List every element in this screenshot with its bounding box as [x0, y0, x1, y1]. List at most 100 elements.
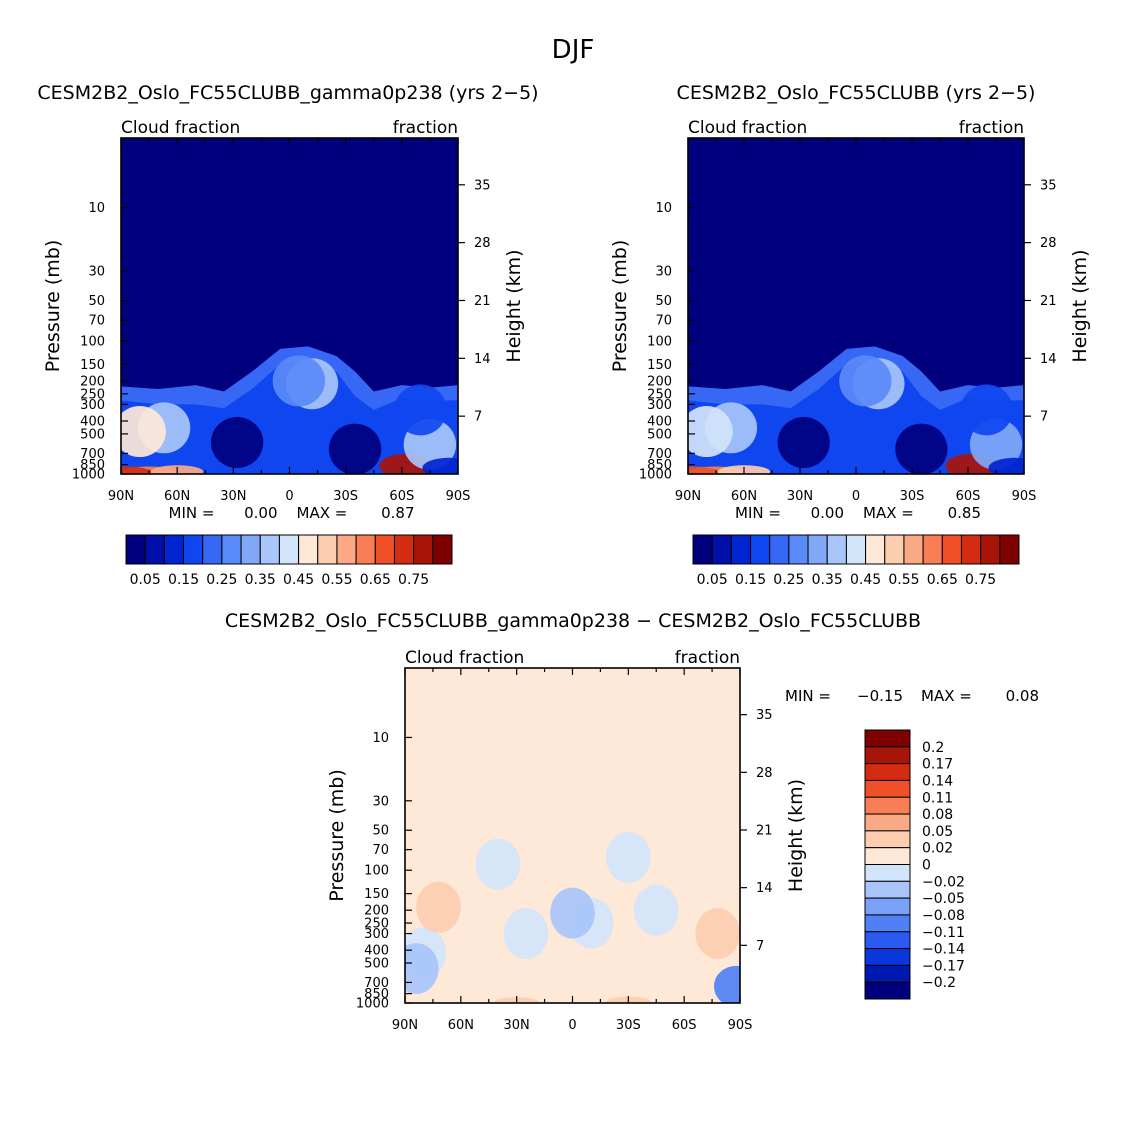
height-tick-label: 35 [474, 178, 491, 193]
y-tick-label: 30 [655, 265, 672, 280]
y-tick-label: 300 [647, 398, 672, 413]
panels-group: CESM2B2_Oslo_FC55CLUBB_gamma0p238 (yrs 2… [37, 82, 1091, 1033]
colorbar-tick-label: 0.05 [130, 572, 161, 588]
colorbar-tick-label: 0.2 [922, 740, 944, 756]
units-label: fraction [959, 118, 1024, 138]
min-label: MIN = [785, 687, 831, 705]
panel3-group: CESM2B2_Oslo_FC55CLUBB_gamma0p238 − CESM… [225, 610, 1039, 1033]
y-tick-label: 30 [88, 265, 105, 280]
contour-feature [777, 417, 830, 468]
colorbar-swatch [298, 534, 319, 565]
y-tick-label: 70 [655, 314, 672, 329]
colorbar-swatch [864, 729, 911, 748]
y-tick-label: 850 [647, 458, 672, 473]
colorbar-swatch [432, 534, 453, 565]
height-tick-label: 14 [1040, 352, 1057, 367]
height-tick-label: 7 [1040, 410, 1048, 425]
colorbar-swatch [864, 746, 911, 765]
colorbar-swatch [374, 534, 395, 565]
colorbars-group: 0.05 0.15 0.25 0.35 0.45 0.55 0.65 0.75 0.05 0.15… [125, 534, 1020, 1000]
y-tick-label: 30 [372, 794, 389, 809]
height-tick-label: 21 [1040, 294, 1057, 309]
y-tick-label: 200 [364, 904, 389, 919]
height-tick-label: 35 [756, 708, 773, 723]
x-tick-label: 0 [285, 489, 293, 504]
colorbar-swatch [202, 534, 223, 565]
colorbar-swatch [259, 534, 280, 565]
height-tick-label: 35 [1040, 178, 1057, 193]
y-tick-label: 700 [647, 447, 672, 462]
panel2-group: CESM2B2_Oslo_FC55CLUBB (yrs 2−5) Cloud fr… [609, 82, 1091, 522]
contour-feature [272, 355, 326, 407]
colorbar-swatch [864, 779, 911, 798]
max-value: 0.85 [948, 504, 981, 522]
colorbar: 0.05 0.15 0.25 0.35 0.45 0.55 0.65 0.75 [692, 534, 1020, 588]
colorbar-swatch [864, 864, 911, 882]
y-axis-label-right: Height (km) [785, 779, 807, 892]
colorbar-tick-label: 0.25 [206, 572, 237, 588]
colorbar-swatch [163, 534, 185, 565]
y-tick-label: 50 [88, 294, 105, 309]
contour-feature [688, 406, 733, 458]
height-tick-label: 28 [474, 236, 491, 251]
y-tick-label: 1000 [639, 468, 672, 483]
figure-suptitle: DJF [552, 35, 595, 65]
colorbar-swatch [864, 796, 911, 815]
x-tick-label: 30N [504, 1018, 530, 1033]
x-tick-label: 90S [446, 489, 471, 504]
min-value: 0.00 [811, 504, 844, 522]
x-tick-label: 30N [220, 489, 246, 504]
contour-feature [416, 881, 461, 933]
colorbar-swatch [864, 847, 911, 865]
x-tick-label: 30S [900, 489, 925, 504]
contour-feature [713, 965, 740, 1003]
colorbar-swatch [393, 534, 415, 565]
y-tick-label: 70 [372, 843, 389, 858]
x-tick-label: 60N [164, 489, 190, 504]
colorbar-swatch [864, 964, 911, 983]
colorbar-swatch [355, 534, 376, 565]
contour-feature [328, 423, 382, 474]
min-value: 0.00 [244, 504, 277, 522]
colorbar-tick-label: 0.17 [922, 757, 953, 773]
y-tick-label: 100 [364, 864, 389, 879]
colorbar-swatch [864, 948, 911, 966]
colorbar-tick-label: 0.11 [922, 790, 953, 806]
colorbar-swatch [807, 534, 828, 565]
colorbar-tick-label: 0.25 [773, 572, 804, 588]
colorbar-swatch [788, 534, 809, 565]
colorbar-tick-label: −0.02 [922, 874, 965, 890]
colorbar-tick-label: 0.75 [398, 572, 429, 588]
y-tick-label: 500 [80, 427, 105, 442]
y-tick-label: 700 [364, 976, 389, 991]
colorbar-tick-label: 0.15 [735, 572, 766, 588]
colorbar-swatch [692, 534, 713, 565]
colorbar-swatch [750, 534, 771, 565]
y-tick-label: 500 [647, 427, 672, 442]
colorbar-tick-label: 0.02 [922, 841, 953, 857]
colorbar-swatch [769, 534, 790, 565]
colorbar-swatch [864, 981, 911, 1000]
y-tick-label: 100 [647, 334, 672, 349]
panel-title: CESM2B2_Oslo_FC55CLUBB_gamma0p238 − CESM… [225, 610, 921, 632]
colorbar-tick-label: 0.14 [922, 773, 953, 789]
x-tick-label: 60N [448, 1018, 474, 1033]
contour-feature [606, 831, 651, 883]
colorbar-tick-label: 0.65 [927, 572, 958, 588]
variable-label: Cloud fraction [121, 118, 240, 138]
colorbar-tick-label: 0.35 [245, 572, 276, 588]
max-label: MAX = [921, 687, 972, 705]
contour-feature [550, 887, 595, 939]
contour-feature [695, 908, 740, 959]
colorbar-swatch [884, 534, 905, 565]
colorbar-swatch [864, 813, 911, 832]
y-axis-label: Pressure (mb) [326, 769, 348, 902]
variable-label: Cloud fraction [405, 648, 524, 668]
y-tick-label: 1000 [72, 468, 105, 483]
y-axis-label: Pressure (mb) [609, 240, 631, 373]
colorbar-tick-label: 0.45 [283, 572, 314, 588]
colorbar-swatch [730, 534, 752, 565]
x-tick-label: 90S [1012, 489, 1037, 504]
colorbar-tick-label: 0.15 [168, 572, 199, 588]
